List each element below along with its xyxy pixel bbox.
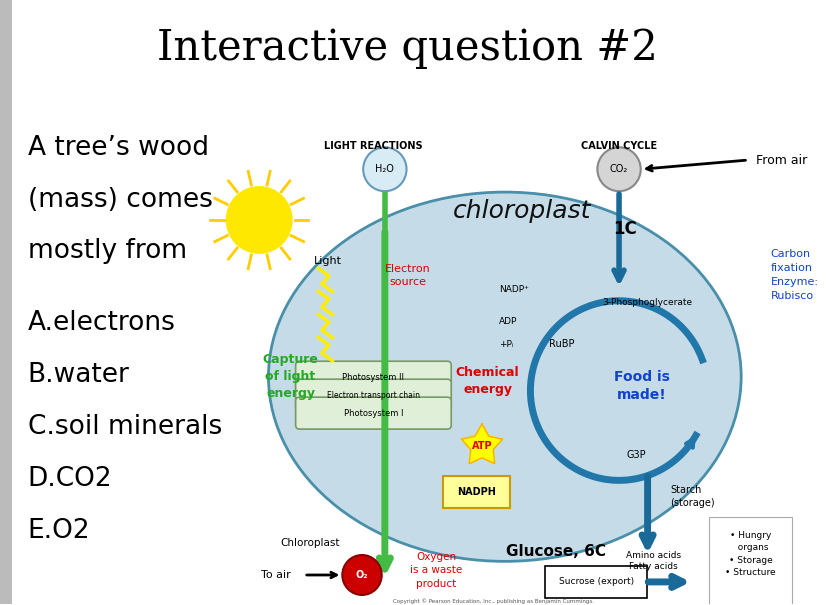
Circle shape: [226, 186, 292, 254]
Text: G3P: G3P: [625, 450, 645, 460]
Text: LIGHT REACTIONS: LIGHT REACTIONS: [323, 141, 423, 151]
FancyBboxPatch shape: [295, 379, 451, 411]
Text: Oxygen
is a waste
product: Oxygen is a waste product: [409, 552, 461, 589]
FancyBboxPatch shape: [295, 361, 451, 393]
Text: D.CO2: D.CO2: [27, 466, 112, 492]
Text: O₂: O₂: [356, 570, 368, 580]
Ellipse shape: [268, 192, 740, 561]
Text: To air: To air: [261, 570, 291, 580]
Text: Chloroplast: Chloroplast: [280, 538, 340, 548]
Text: NADP⁺: NADP⁺: [499, 284, 528, 293]
Text: From air: From air: [755, 154, 806, 166]
Text: H₂O: H₂O: [375, 164, 394, 174]
Bar: [0, 0, 12, 604]
Text: Amino acids
Fatty acids: Amino acids Fatty acids: [625, 551, 680, 571]
Text: Starch
(storage): Starch (storage): [670, 485, 715, 508]
Text: A tree’s wood: A tree’s wood: [27, 135, 208, 161]
Circle shape: [363, 147, 406, 191]
Text: E.O2: E.O2: [27, 518, 90, 544]
Text: Electron
source: Electron source: [385, 264, 430, 287]
Text: CO₂: CO₂: [609, 164, 628, 174]
Text: chloroplast: chloroplast: [452, 198, 590, 223]
Text: mostly from: mostly from: [27, 238, 186, 264]
FancyBboxPatch shape: [709, 517, 791, 605]
FancyBboxPatch shape: [544, 566, 647, 598]
Text: Electron transport chain: Electron transport chain: [327, 391, 419, 400]
Text: Photosystem II: Photosystem II: [342, 373, 404, 382]
Text: ATP: ATP: [471, 441, 492, 451]
Text: Carbon
fixation
Enzyme:
Rubisco: Carbon fixation Enzyme: Rubisco: [769, 249, 817, 301]
Circle shape: [342, 555, 381, 595]
Polygon shape: [461, 424, 502, 463]
Text: Glucose, 6C: Glucose, 6C: [505, 544, 605, 560]
Text: Chemical
energy: Chemical energy: [456, 367, 519, 396]
Text: A.electrons: A.electrons: [27, 310, 175, 336]
FancyBboxPatch shape: [295, 397, 451, 429]
Text: Capture
of light
energy: Capture of light energy: [262, 353, 318, 401]
Text: +Pᵢ: +Pᵢ: [499, 340, 513, 349]
Text: NADPH: NADPH: [457, 487, 495, 497]
Text: Photosystem I: Photosystem I: [343, 408, 403, 417]
Circle shape: [596, 147, 640, 191]
Text: 1C: 1C: [612, 220, 636, 238]
Text: B.water: B.water: [27, 362, 129, 388]
Text: Copyright © Pearson Education, Inc., publishing as Benjamin Cummings.: Copyright © Pearson Education, Inc., pub…: [393, 598, 593, 604]
Text: CALVIN CYCLE: CALVIN CYCLE: [581, 141, 657, 151]
Text: • Hungry
  organs
• Storage
• Structure: • Hungry organs • Storage • Structure: [724, 531, 775, 578]
Text: Interactive question #2: Interactive question #2: [157, 27, 657, 69]
Text: 3-Phosphoglycerate: 3-Phosphoglycerate: [602, 298, 692, 307]
FancyBboxPatch shape: [442, 476, 509, 508]
Text: ADP: ADP: [499, 317, 517, 326]
Text: (mass) comes: (mass) comes: [27, 186, 213, 212]
Text: RuBP: RuBP: [548, 339, 574, 350]
Text: Food is
made!: Food is made!: [613, 370, 669, 402]
Text: C.soil minerals: C.soil minerals: [27, 414, 222, 440]
Text: Sucrose (export): Sucrose (export): [558, 577, 633, 586]
Text: Light: Light: [313, 257, 342, 266]
